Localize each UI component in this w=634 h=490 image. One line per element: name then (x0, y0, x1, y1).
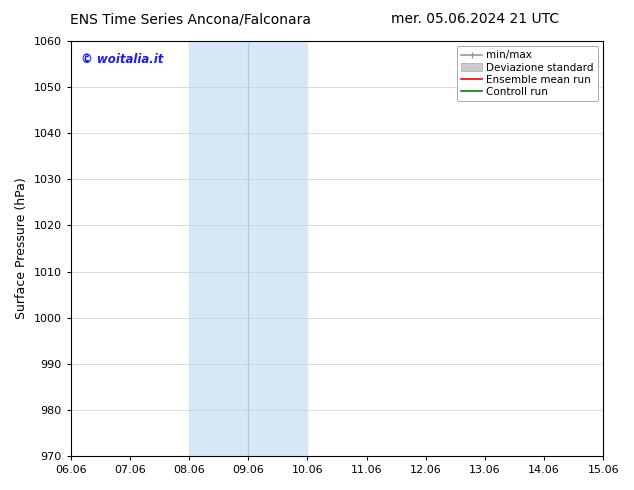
Bar (189, 41, 307, 456)
Text: ENS Time Series Ancona/Falconara: ENS Time Series Ancona/Falconara (70, 12, 311, 26)
Text: © woitalia.it: © woitalia.it (81, 53, 164, 67)
Y-axis label: Surface Pressure (hPa): Surface Pressure (hPa) (15, 178, 28, 319)
Bar (603, 41, 634, 456)
Text: mer. 05.06.2024 21 UTC: mer. 05.06.2024 21 UTC (391, 12, 560, 26)
Legend: min/max, Deviazione standard, Ensemble mean run, Controll run: min/max, Deviazione standard, Ensemble m… (457, 46, 598, 101)
